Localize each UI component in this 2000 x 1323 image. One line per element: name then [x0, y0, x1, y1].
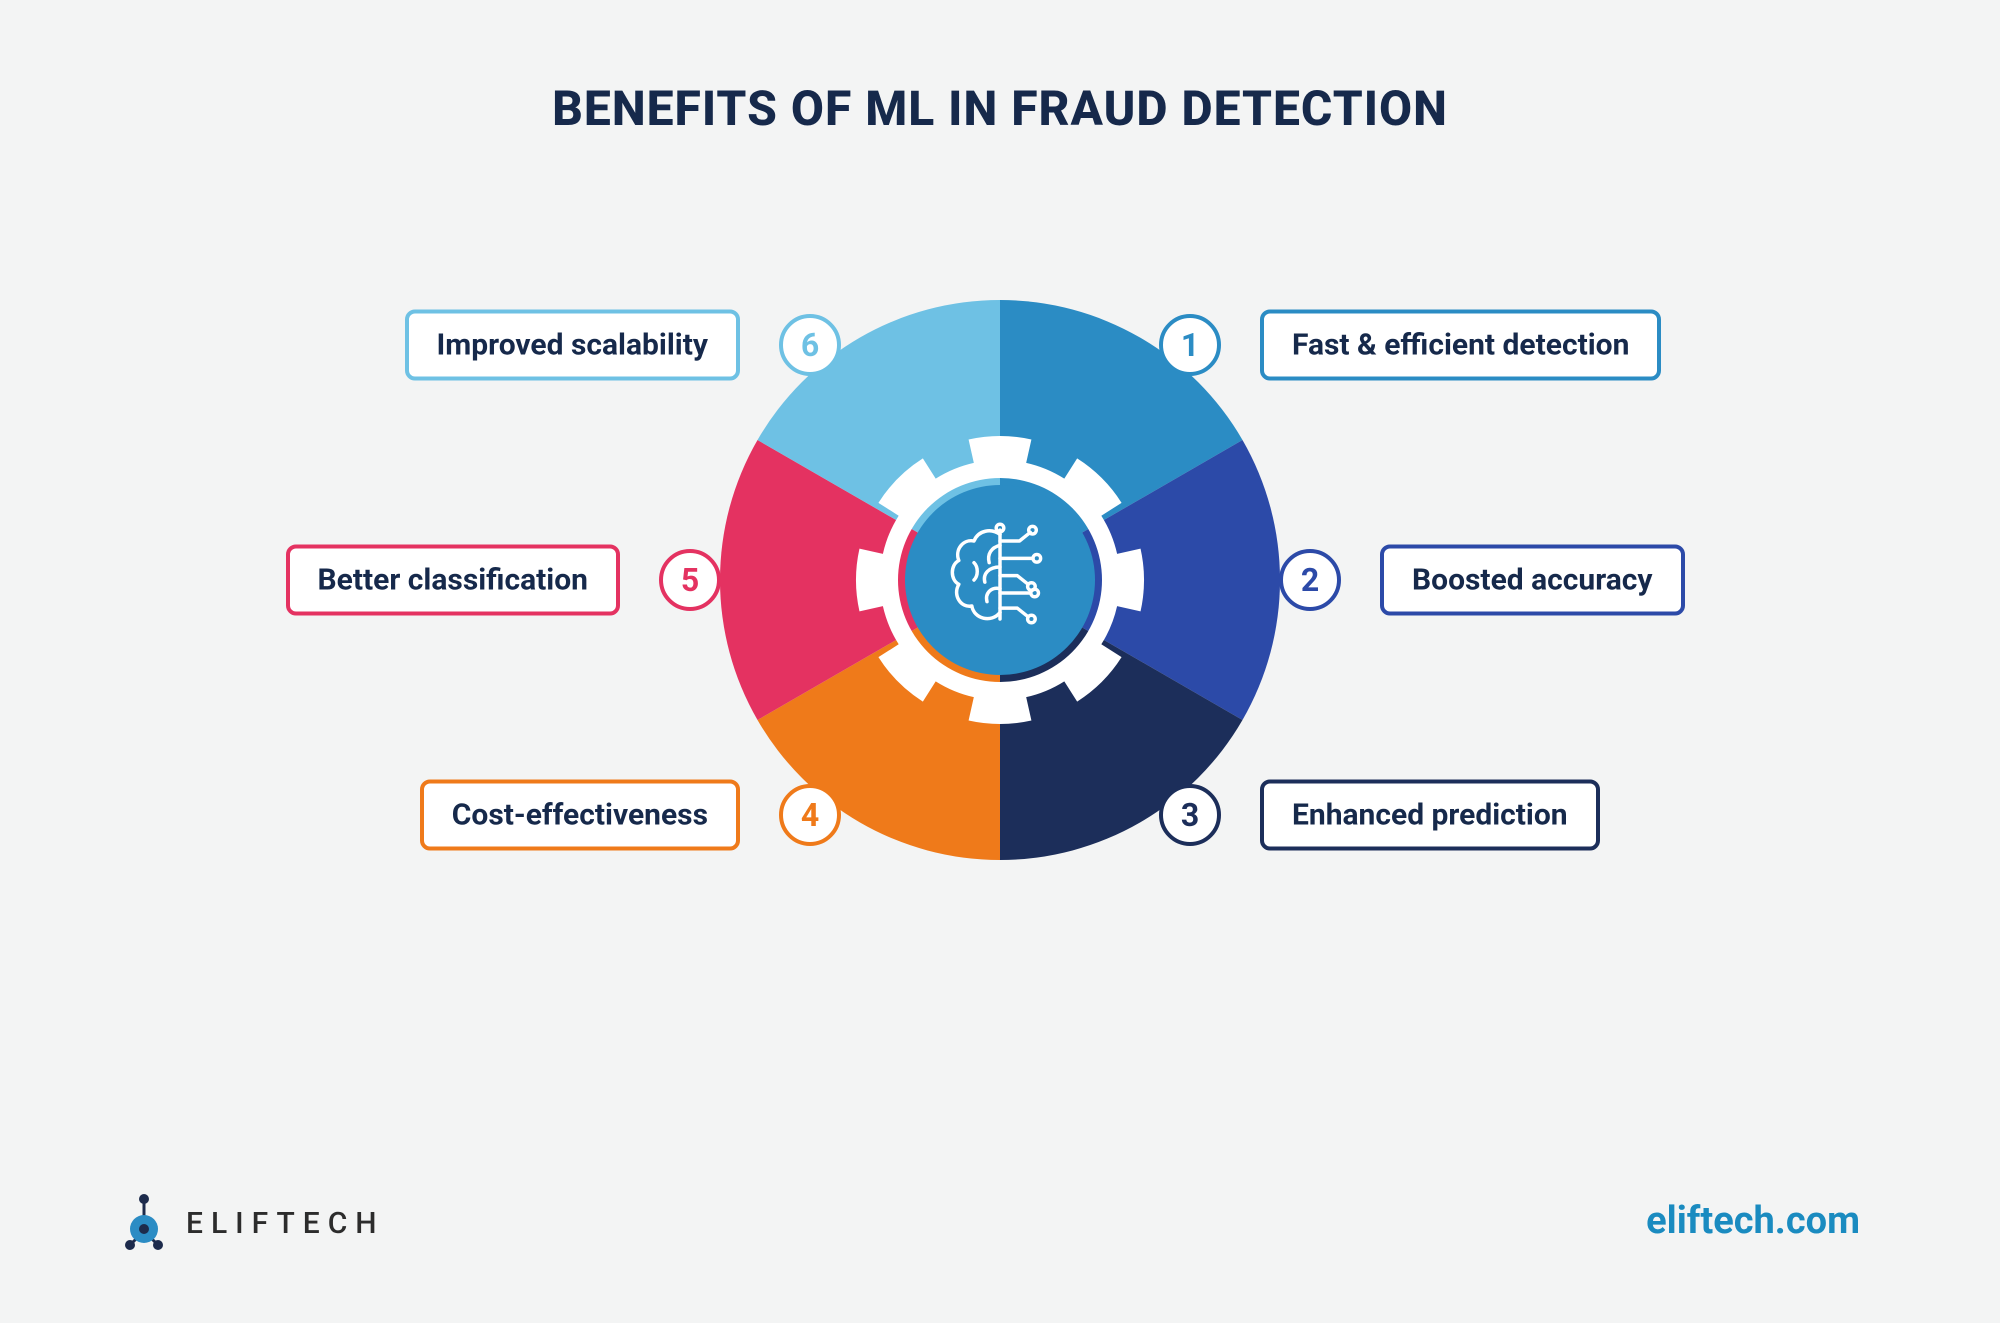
brand-logo: ELIFTECH: [120, 1193, 385, 1253]
segment-number: 4: [801, 796, 819, 834]
page-title: BENEFITS OF ML IN FRAUD DETECTION: [0, 80, 2000, 137]
segment-number: 6: [801, 326, 819, 364]
brand-mark-icon: [120, 1193, 168, 1253]
segment-badge-3: 3: [1159, 784, 1221, 846]
center-circle: [905, 485, 1095, 675]
segment-number: 2: [1301, 561, 1319, 599]
brand-url: eliftech.com: [1646, 1199, 1860, 1243]
segment-number: 3: [1181, 796, 1199, 834]
segment-label-5: Better classification: [286, 545, 621, 616]
segment-label-6: Improved scalability: [405, 310, 740, 381]
segment-badge-5: 5: [659, 549, 721, 611]
segment-badge-6: 6: [779, 314, 841, 376]
segment-number: 5: [681, 561, 699, 599]
segment-badge-2: 2: [1279, 549, 1341, 611]
segment-number: 1: [1181, 326, 1199, 364]
segment-label-text: Boosted accuracy: [1412, 563, 1653, 598]
segment-badge-1: 1: [1159, 314, 1221, 376]
segment-label-4: Cost-effectiveness: [420, 780, 740, 851]
segment-label-1: Fast & efficient detection: [1260, 310, 1661, 381]
segment-label-3: Enhanced prediction: [1260, 780, 1600, 851]
segment-label-text: Improved scalability: [437, 328, 708, 363]
radial-diagram: [720, 300, 1280, 860]
segment-label-text: Cost-effectiveness: [452, 798, 708, 833]
segment-label-2: Boosted accuracy: [1380, 545, 1685, 616]
segment-badge-4: 4: [779, 784, 841, 846]
segment-label-text: Better classification: [318, 563, 589, 598]
brain-circuit-icon: [935, 515, 1065, 645]
segment-label-text: Enhanced prediction: [1292, 798, 1568, 833]
brand-name: ELIFTECH: [186, 1206, 385, 1241]
segment-label-text: Fast & efficient detection: [1292, 328, 1629, 363]
